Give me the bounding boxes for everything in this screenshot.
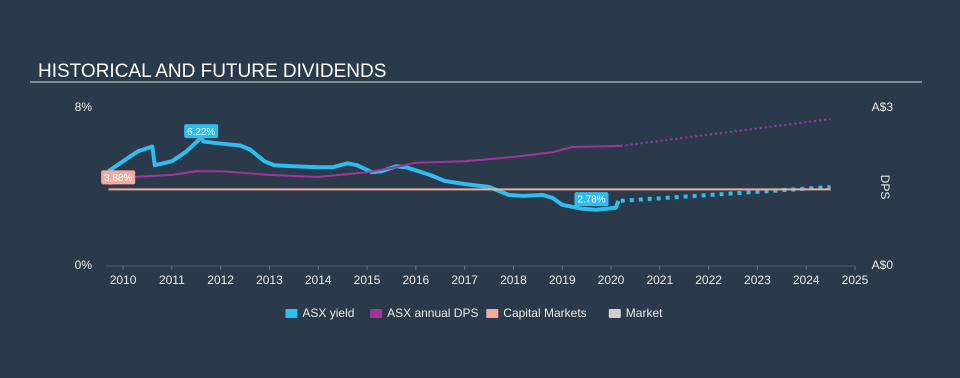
legend-item: Market (608, 306, 663, 320)
x-tick-label: 2010 (110, 273, 137, 287)
series-line (107, 135, 621, 212)
y2-tick-label: A$0 (872, 258, 894, 272)
forecast-line (620, 118, 831, 147)
x-tick-label: 2023 (744, 273, 771, 287)
legend-swatch (370, 309, 383, 318)
annotation-box (101, 170, 136, 185)
x-tick-label: 2025 (842, 273, 869, 287)
x-tick-label: 2024 (793, 273, 820, 287)
annotation-box (574, 192, 609, 207)
x-tick-label: 2012 (207, 273, 234, 287)
x-tick-label: 2018 (500, 273, 527, 287)
legend-swatch (608, 309, 621, 318)
x-tick-label: 2017 (451, 273, 478, 287)
legend-item: Capital Markets (486, 306, 587, 320)
legend-label: Market (626, 306, 663, 320)
x-tick-label: 2019 (549, 273, 576, 287)
annotation-label: 2.78% (577, 195, 605, 206)
x-tick-label: 2021 (646, 273, 673, 287)
y2-axis-label: DPS (878, 175, 892, 200)
y2-tick-label: A$3 (872, 100, 894, 114)
x-tick-label: 2011 (159, 273, 185, 287)
legend-label: ASX annual DPS (387, 306, 478, 320)
legend-swatch (285, 309, 298, 318)
series-line (108, 144, 621, 186)
legend-item: ASX annual DPS (370, 306, 478, 320)
x-tick-label: 2015 (354, 273, 381, 287)
x-tick-label: 2013 (256, 273, 283, 287)
legend-item: ASX yield (285, 306, 354, 320)
x-tick-label: 2014 (305, 273, 332, 287)
y-tick-label: 8% (75, 100, 93, 114)
legend-label: Capital Markets (503, 306, 586, 320)
chart-title: HISTORICAL AND FUTURE DIVIDENDS (38, 61, 386, 82)
annotation-label: 6.22% (187, 127, 215, 138)
annotation-box (184, 124, 219, 139)
x-tick-label: 2022 (695, 273, 722, 287)
legend-label: ASX yield (302, 306, 354, 320)
legend-swatch (486, 309, 499, 318)
annotation-label: 3.88% (104, 173, 132, 184)
x-tick-label: 2016 (402, 273, 429, 287)
x-tick-label: 2020 (598, 273, 625, 287)
y-tick-label: 0% (75, 258, 93, 272)
